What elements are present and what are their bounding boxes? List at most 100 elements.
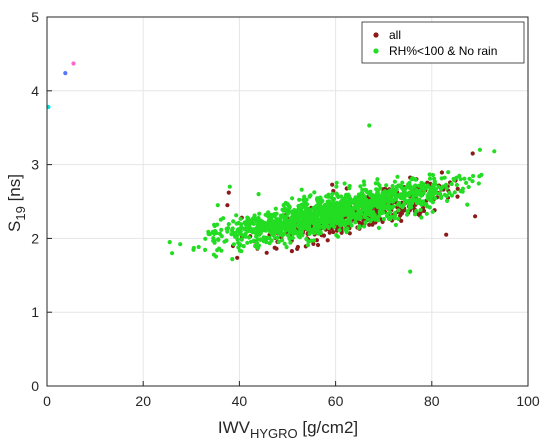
point-rh-no-rain [283,216,288,221]
point-rh-no-rain [377,210,382,215]
point-rh-no-rain [405,193,410,198]
point-rh-no-rain [326,225,331,230]
point-rh-no-rain [406,182,411,187]
point-all [311,241,316,246]
point-rh-no-rain [216,237,221,242]
point-rh-no-rain [371,202,376,208]
point-rh-no-rain [439,195,444,200]
point-rh-no-rain [269,224,274,230]
point-rh-no-rain [227,184,232,189]
point-rh-no-rain [392,216,397,221]
point-rh-no-rain [346,203,351,208]
point-rh-no-rain [362,182,367,187]
point-outlier [63,71,68,76]
y-tick-label: 1 [31,304,39,320]
point-rh-no-rain [395,202,400,207]
point-rh-no-rain [307,224,312,229]
point-rh-no-rain [346,212,351,217]
legend: all RH%<100 & No rain [361,21,525,64]
point-rh-no-rain [338,207,343,212]
point-rh-no-rain [311,205,316,211]
point-rh-no-rain [458,189,463,194]
point-rh-no-rain [442,192,447,197]
point-all [367,222,372,227]
point-rh-no-rain [338,217,343,222]
point-rh-no-rain [397,183,402,188]
point-rh-no-rain [191,245,196,251]
point-rh-no-rain [337,228,342,233]
point-rh-no-rain [408,269,413,274]
point-rh-no-rain [336,213,341,218]
point-rh-no-rain [258,218,263,223]
point-rh-no-rain [294,217,299,222]
point-rh-no-rain [303,208,308,213]
point-rh-no-rain [471,173,476,179]
point-rh-no-rain [242,227,247,232]
point-rh-no-rain [322,226,327,231]
point-rh-no-rain [288,240,293,245]
point-rh-no-rain [247,235,252,240]
point-rh-no-rain [287,236,292,241]
point-rh-no-rain [299,206,304,211]
point-rh-no-rain [257,211,262,216]
point-rh-no-rain [351,210,356,215]
point-rh-no-rain [405,209,410,214]
point-rh-no-rain [458,177,463,182]
point-all [421,208,427,213]
point-rh-no-rain [318,230,323,236]
point-rh-no-rain [345,195,351,200]
point-rh-no-rain [381,210,386,215]
point-rh-no-rain [418,207,423,212]
point-rh-no-rain [344,230,349,235]
point-rh-no-rain [331,199,336,204]
point-rh-no-rain [421,191,426,196]
point-rh-no-rain [432,176,437,181]
point-rh-no-rain [308,214,313,219]
point-rh-no-rain [367,192,372,197]
point-rh-no-rain [363,208,368,213]
point-rh-no-rain [302,205,307,210]
point-rh-no-rain [275,235,280,240]
point-rh-no-rain [296,212,301,217]
point-rh-no-rain [256,192,261,197]
point-rh-no-rain [374,193,379,198]
point-rh-no-rain [379,195,384,200]
point-rh-no-rain [276,239,281,245]
point-rh-no-rain [390,188,395,193]
point-rh-no-rain [342,202,347,207]
point-rh-no-rain [406,200,411,205]
point-rh-no-rain [314,210,319,215]
point-rh-no-rain [387,190,392,195]
point-rh-no-rain [399,204,404,209]
point-rh-no-rain [332,219,337,224]
point-rh-no-rain [237,231,242,236]
point-all [226,190,231,195]
point-rh-no-rain [274,211,279,216]
point-rh-no-rain [203,236,208,241]
point-rh-no-rain [263,212,268,217]
point-rh-no-rain [226,222,231,227]
x-tick-label: 100 [516,393,540,409]
point-rh-no-rain [318,212,323,217]
point-rh-no-rain [420,183,425,188]
point-rh-no-rain [215,222,220,227]
point-rh-no-rain [329,212,334,217]
point-all [402,208,407,213]
point-rh-no-rain [247,221,252,226]
point-rh-no-rain [375,177,380,182]
point-rh-no-rain [253,243,258,249]
point-rh-no-rain [334,233,339,238]
point-rh-no-rain [285,201,290,206]
point-rh-no-rain [362,203,367,208]
point-all [470,151,475,156]
point-rh-no-rain [231,242,236,247]
point-rh-no-rain [418,200,423,205]
point-rh-no-rain [359,209,364,214]
point-rh-no-rain [466,184,471,190]
point-rh-no-rain [387,193,392,198]
point-rh-no-rain [307,221,312,226]
point-rh-no-rain [430,209,435,214]
point-rh-no-rain [241,244,246,249]
point-rh-no-rain [388,210,393,215]
point-rh-no-rain [257,230,263,235]
